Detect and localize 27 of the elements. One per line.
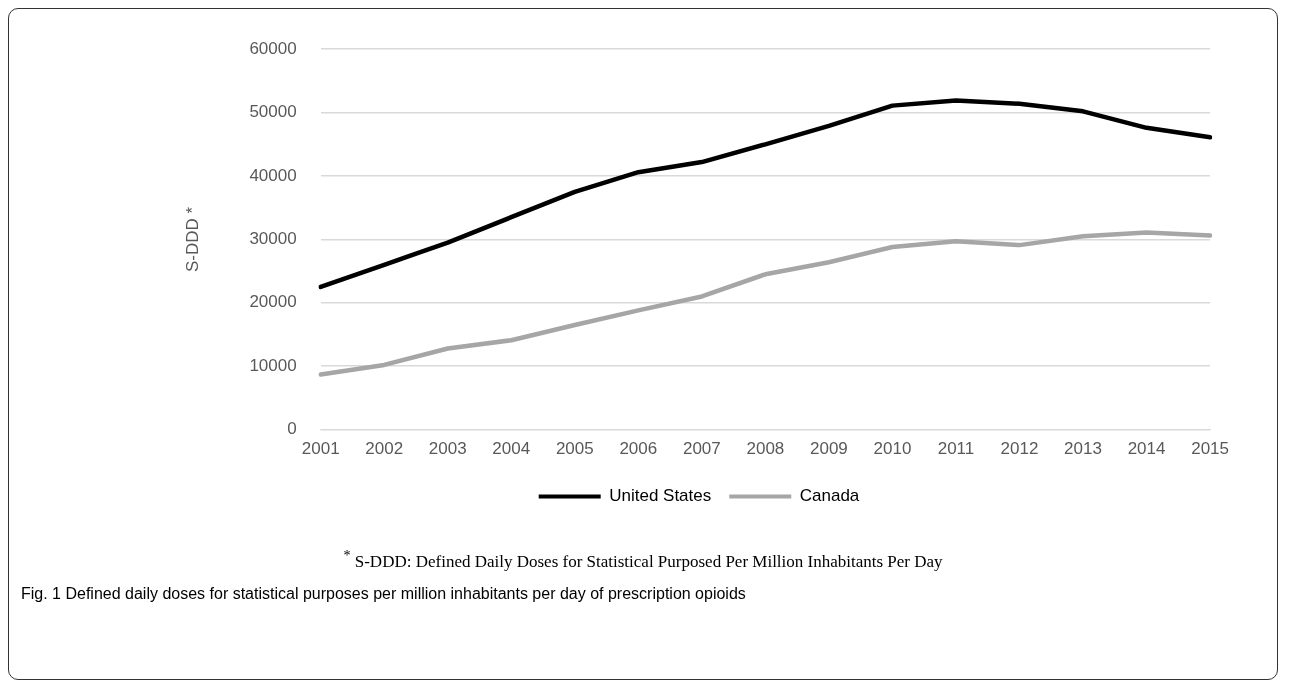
- x-tick-label: 2005: [555, 439, 594, 459]
- legend-label: Canada: [799, 486, 860, 506]
- x-tick-label: 2013: [1064, 439, 1102, 459]
- x-tick-label: 2008: [746, 439, 785, 459]
- caption: Fig. 1 Defined daily doses for statistical purposes per million inhabitants per day of prescription opioids: [21, 585, 746, 603]
- x-tick-label: 2002: [365, 439, 404, 459]
- x-tick-label: 2012: [1000, 439, 1039, 459]
- y-axis-title: S-DDD *: [182, 206, 202, 272]
- x-tick-label: 2014: [1127, 439, 1166, 459]
- x-tick-label: 2007: [682, 439, 721, 459]
- x-tick-label: 2011: [937, 439, 975, 459]
- x-tick-label: 2006: [619, 439, 658, 459]
- y-tick-label: 20000: [249, 292, 297, 312]
- y-tick-label: 10000: [249, 355, 297, 375]
- y-tick-label: 60000: [249, 38, 297, 58]
- y-tick-label: 0: [287, 419, 297, 439]
- x-tick-label: 2015: [1191, 439, 1229, 459]
- text: $^{*}$ S-DDD: Defined Daily Doses for Statistical Purposed Per Million Inhabitants Per Day: [342, 547, 944, 572]
- x-tick-label: 2010: [873, 439, 912, 459]
- x-tick-label: 2004: [492, 439, 531, 459]
- y-tick-label: 50000: [249, 102, 297, 122]
- legend-label: United States: [609, 486, 712, 506]
- x-tick-label: 2003: [428, 439, 467, 459]
- y-tick-label: 40000: [249, 165, 297, 185]
- x-tick-label: 2001: [301, 439, 340, 459]
- y-tick-label: 30000: [249, 229, 297, 249]
- x-tick-label: 2009: [810, 439, 848, 459]
